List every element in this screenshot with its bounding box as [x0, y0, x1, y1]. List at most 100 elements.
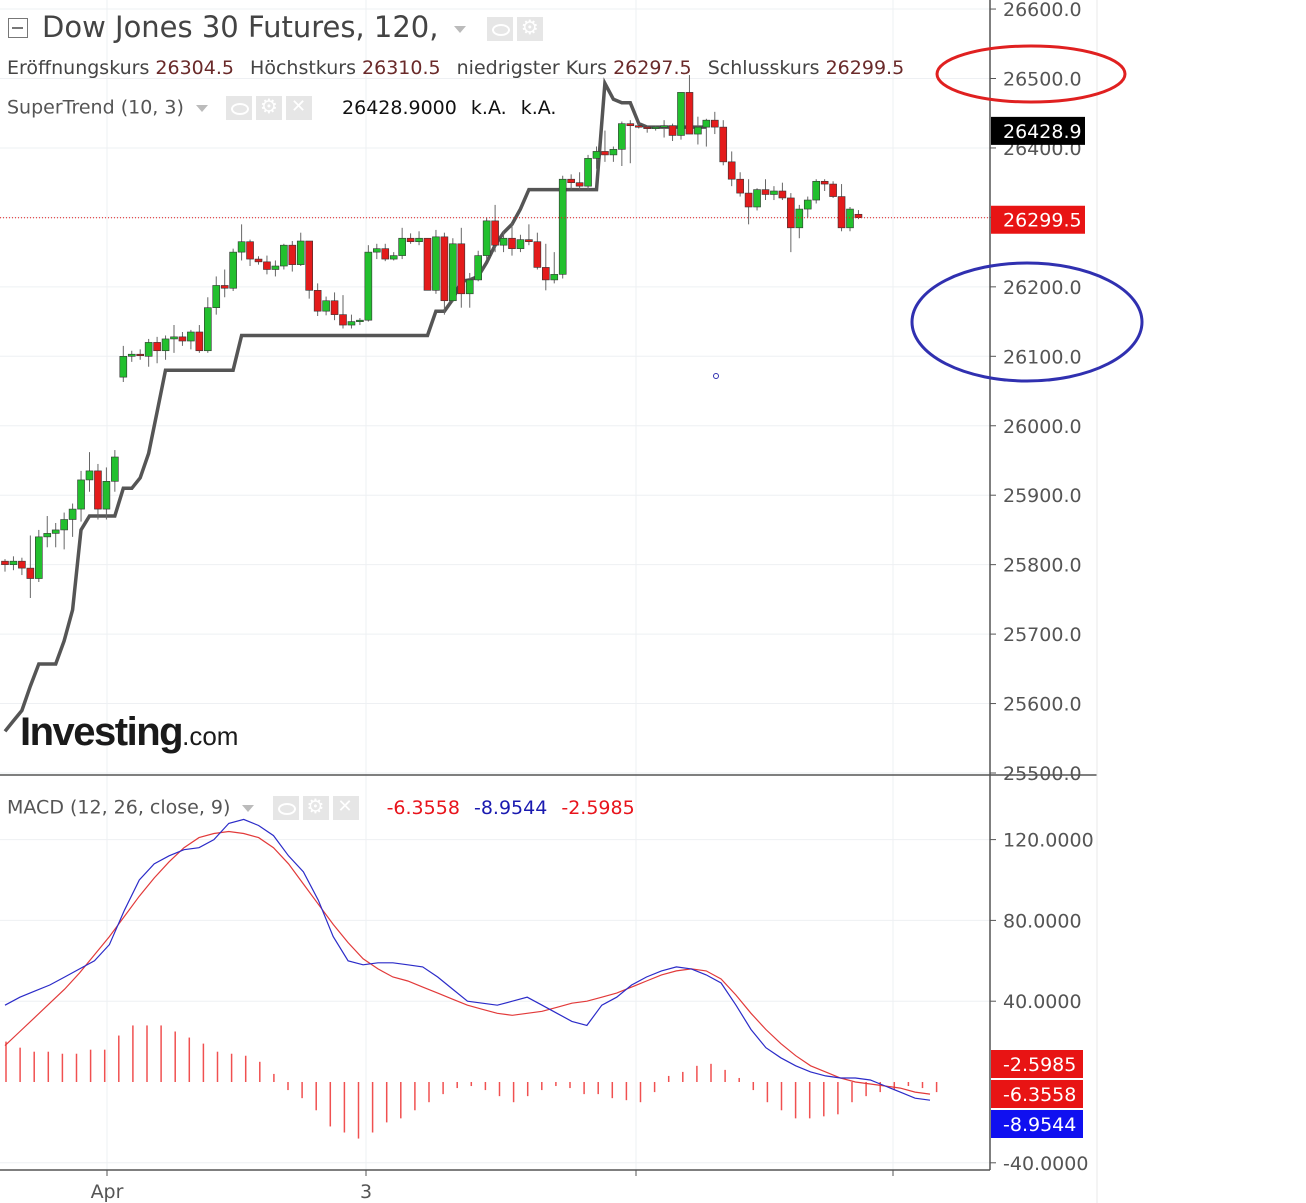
candle-body — [685, 92, 694, 135]
last-price-tag-bg — [991, 205, 1085, 234]
supertrend-price-tag: 26428.9 — [1003, 121, 1082, 143]
candle-body — [601, 151, 609, 156]
candle-body — [204, 307, 212, 352]
y-tick-label: 26000.0 — [1003, 416, 1082, 438]
high-value: 26310.5 — [362, 57, 441, 79]
supertrend-legend: SuperTrend (10, 3) 26428.9000 k.A. k.A. — [7, 94, 556, 120]
candle-body — [237, 241, 246, 253]
open-label: Eröffnungskurs — [7, 57, 150, 79]
macd-value-hist: -6.3558 — [386, 796, 460, 819]
candle-body — [220, 285, 229, 289]
y-tick-label: 25700.0 — [1003, 624, 1082, 646]
gear-icon[interactable] — [255, 94, 282, 120]
macd-tag-3-bg — [991, 1110, 1083, 1138]
candle-body — [26, 567, 35, 579]
candle-body — [415, 237, 423, 243]
candle-body — [761, 189, 770, 195]
candle-body — [381, 248, 390, 260]
macd-value-signal: -2.5985 — [561, 796, 635, 819]
annotation-ellipse-blue — [910, 261, 1144, 383]
chevron-down-icon[interactable] — [242, 804, 255, 812]
candle-body — [457, 243, 466, 295]
candle-body — [347, 321, 356, 326]
gear-icon[interactable] — [516, 15, 543, 41]
candle-body — [694, 126, 702, 135]
close-icon[interactable] — [332, 796, 359, 820]
candle-body — [34, 536, 43, 579]
candle-body — [111, 456, 119, 482]
candle-body — [305, 240, 314, 291]
candle-body — [1, 560, 9, 565]
drawing-marker — [713, 373, 719, 379]
chart-title-text: Dow Jones 30 Futures, 120, — [42, 10, 439, 44]
candle-body — [364, 251, 373, 321]
macd-y-tick-label: 80.0000 — [1003, 910, 1082, 932]
candle-body — [575, 182, 584, 187]
y-tick-label: 25800.0 — [1003, 555, 1082, 577]
candle-body — [356, 319, 364, 322]
candle-body — [465, 279, 474, 295]
candle-body — [558, 178, 567, 275]
supertrend-line — [3, 77, 707, 733]
y-tick-label: 25900.0 — [1003, 485, 1082, 507]
candle-body — [710, 119, 719, 128]
x-tick-label: Apr — [91, 1181, 124, 1203]
collapse-icon[interactable] — [8, 18, 28, 38]
candle-body — [288, 244, 297, 265]
eye-icon[interactable] — [272, 796, 299, 820]
candle-body — [837, 196, 846, 229]
candle-body — [68, 508, 77, 520]
candle-body — [719, 126, 728, 163]
macd-y-tick-label: -40.0000 — [1003, 1153, 1088, 1175]
candle-body — [229, 251, 237, 289]
candle-body — [102, 481, 111, 510]
macd-line — [4, 818, 931, 1101]
eye-icon[interactable] — [486, 17, 513, 41]
open-value: 26304.5 — [155, 57, 234, 79]
candle-body — [744, 192, 753, 208]
candle-body — [423, 237, 432, 291]
candle-body — [795, 208, 804, 229]
candle-body — [432, 236, 440, 291]
candle-body — [516, 239, 525, 249]
candle-body — [246, 241, 254, 260]
candle-body — [440, 236, 449, 302]
gear-icon[interactable] — [302, 794, 329, 820]
candle-body — [550, 274, 559, 281]
candle-body — [9, 560, 18, 565]
candle-body — [389, 255, 398, 260]
close-value: 26299.5 — [825, 57, 905, 79]
candle-body — [499, 237, 508, 246]
candle-body — [651, 126, 660, 129]
chevron-down-icon[interactable] — [453, 25, 466, 33]
low-value: 26297.5 — [613, 57, 692, 79]
candle-body — [136, 353, 144, 357]
macd-y-tick-label: 40.0000 — [1003, 991, 1082, 1013]
candle-body — [643, 126, 652, 129]
candle-body — [812, 180, 821, 201]
supertrend-extra-1: k.A. — [470, 96, 507, 119]
candle-body — [94, 470, 102, 510]
candle-body — [254, 258, 263, 263]
close-icon[interactable] — [285, 96, 312, 120]
y-tick-label: 25600.0 — [1003, 694, 1082, 716]
candle-body — [313, 290, 322, 312]
candle-body — [85, 470, 94, 481]
chevron-down-icon[interactable] — [195, 104, 208, 112]
candle-body — [195, 331, 204, 352]
candle-body — [770, 190, 778, 195]
macd-value-line: -8.9544 — [473, 796, 548, 819]
candle-body — [178, 336, 187, 342]
y-tick-label: 26500.0 — [1003, 69, 1082, 91]
eye-icon[interactable] — [225, 96, 252, 120]
y-tick-label: 25500.0 — [1003, 763, 1082, 785]
low-label: niedrigster Kurs — [456, 57, 608, 79]
candle-body — [406, 237, 415, 243]
candle-body — [482, 220, 491, 256]
candle-body — [727, 161, 736, 180]
macd-tag-2-bg — [991, 1080, 1083, 1108]
y-tick-label: 26200.0 — [1003, 277, 1082, 299]
candle-body — [592, 151, 601, 159]
investing-logo: Investing.com — [20, 710, 238, 755]
